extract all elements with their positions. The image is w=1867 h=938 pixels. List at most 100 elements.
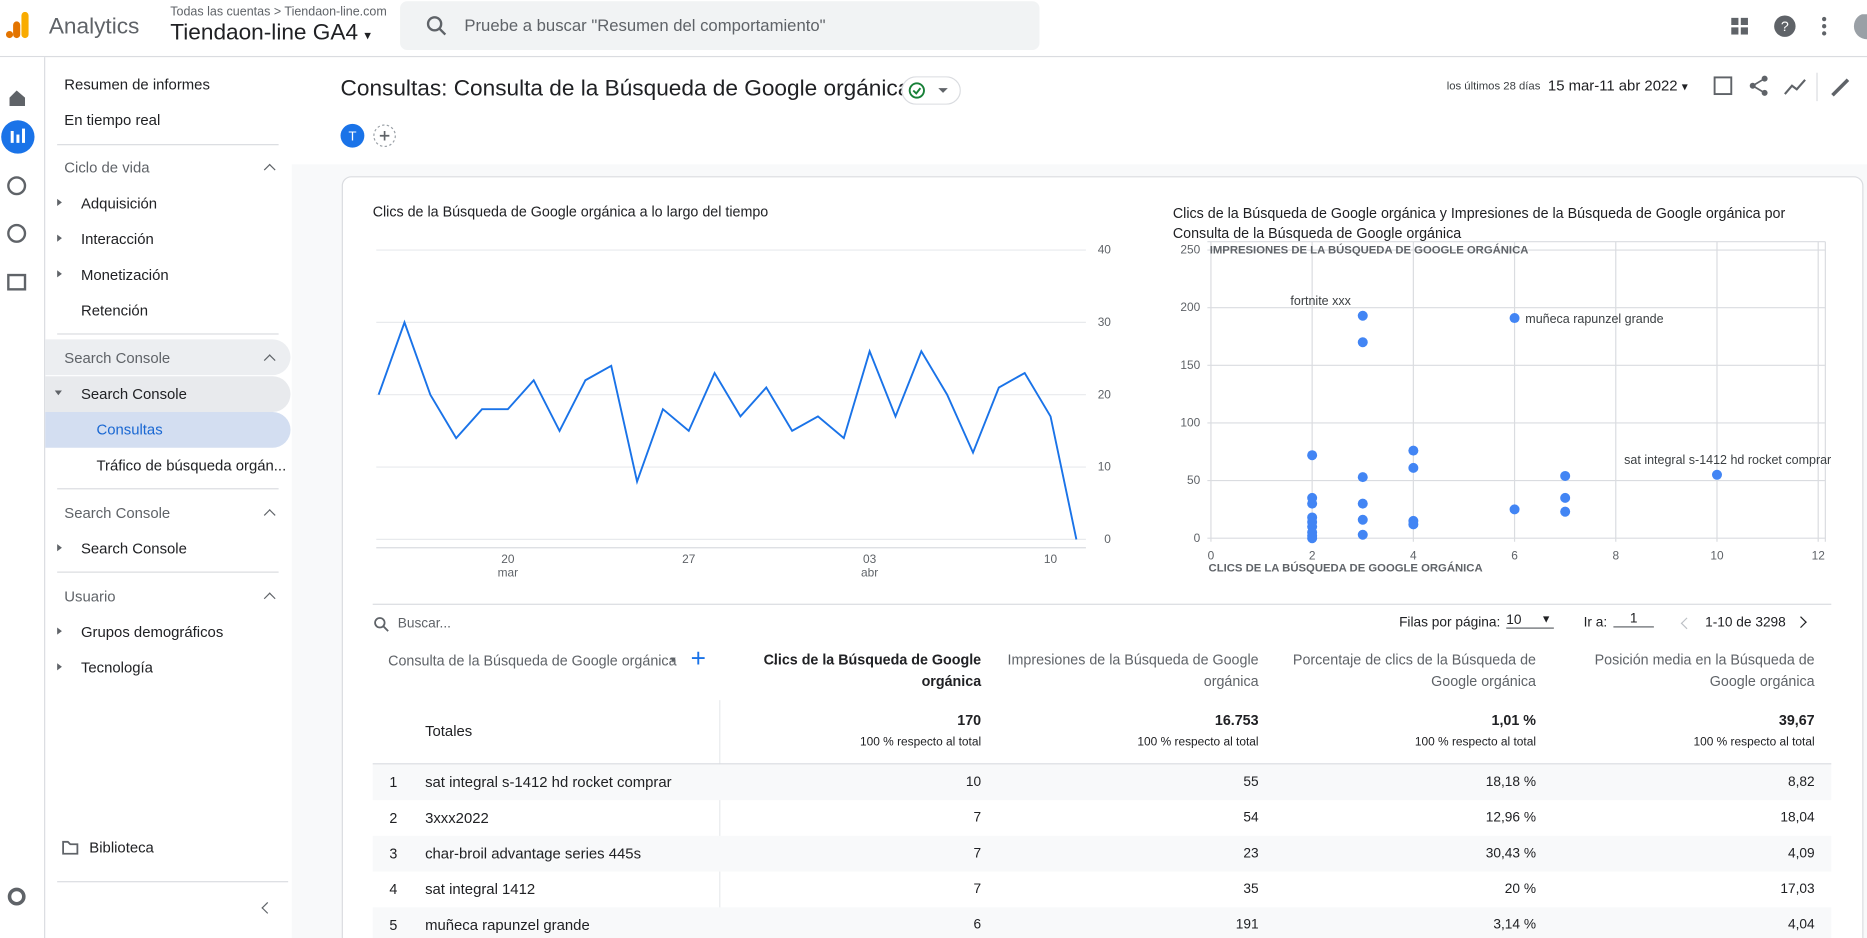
nav-item[interactable]: Resumen de informes [64, 76, 210, 93]
row-value: 18,18 % [1485, 775, 1537, 790]
row-index: 2 [389, 809, 398, 827]
page-range: 1-10 de 3298 [1705, 615, 1786, 630]
table-search[interactable]: Buscar... [397, 616, 451, 632]
row-value: 54 [1243, 810, 1259, 826]
rows-per-page[interactable]: 10 ▼ [1506, 613, 1554, 629]
nav-section[interactable]: Usuario [64, 588, 116, 605]
dim-menu[interactable]: ▾ [670, 653, 676, 666]
scatter-point [1357, 472, 1368, 483]
report-actions[interactable] [1711, 72, 1860, 102]
nav-item[interactable]: Adquisición [80, 195, 158, 212]
nav-item[interactable]: Interacción [80, 230, 154, 248]
expand-icon[interactable] [57, 663, 62, 671]
property-site[interactable]: Tiendaon-line.com [284, 4, 387, 20]
x-tick-label: 10 [1710, 549, 1724, 563]
nav-item[interactable]: Search Console [80, 540, 187, 558]
nav-item[interactable]: Retención [80, 302, 149, 320]
y-axis-title: IMPRESIONES DE LA BÚSQUEDA DE GOOGLE ORG… [1210, 244, 1529, 257]
date-range-text: 15 mar-11 abr 2022 [1547, 77, 1678, 95]
row-bg [372, 764, 1832, 801]
x-tick-label: 20 [501, 552, 515, 566]
row-query[interactable]: 3xxx2022 [425, 809, 489, 827]
column-header[interactable]: Clics de la Búsqueda de Google orgánica [763, 651, 982, 690]
nav-section[interactable]: Search Console [64, 504, 171, 522]
expand-icon[interactable] [57, 544, 62, 552]
app-name: Analytics [48, 14, 140, 40]
nav-section[interactable]: Ciclo de vida [64, 159, 150, 177]
scatter-point [1560, 470, 1571, 481]
total-note: 100 % respecto al total [1693, 735, 1815, 749]
property: Tiendaon-line GA4 [170, 20, 359, 46]
nav-item[interactable]: Grupos demográficos [80, 623, 224, 641]
status-chip[interactable] [901, 76, 961, 105]
y-tick-label: 0 [1194, 531, 1201, 545]
search-placeholder: Pruebe a buscar "Resumen del comportamie… [464, 15, 826, 35]
nav-item[interactable]: Tráfico de búsqueda orgán... [96, 457, 287, 474]
chart-title: Clics de la Búsqueda de Google orgánica … [1172, 204, 1786, 242]
expanded-icon[interactable] [54, 390, 62, 396]
rail-icons[interactable] [0, 57, 44, 914]
y-tick-label: 0 [1104, 532, 1111, 546]
add-dimension[interactable]: + [690, 642, 706, 673]
account[interactable]: Todas las cuentas [170, 4, 271, 20]
column-header[interactable]: Posición media en la Búsqueda de Google … [1594, 651, 1815, 690]
date-range[interactable]: 15 mar-11 abr 2022 ▾ [1547, 77, 1688, 95]
nav-item[interactable]: Tecnología [80, 659, 153, 677]
property-selector[interactable]: Tiendaon-line GA4 ▾ [170, 20, 371, 46]
sort-arrow[interactable]: ↓ [771, 651, 779, 668]
x-month-label: mar [498, 565, 519, 579]
row-value: 191 [1235, 918, 1259, 933]
divider [57, 488, 279, 490]
x-tick-label: 0 [1208, 549, 1215, 563]
column-header[interactable]: Porcentaje de clics de la Búsqueda de Go… [1292, 651, 1537, 690]
y-tick-label: 150 [1180, 358, 1200, 372]
row-query[interactable]: sat integral s-1412 hd rocket comprar [425, 773, 672, 791]
scatter-point [1408, 519, 1419, 530]
scatter-point [1560, 506, 1571, 517]
nav-item[interactable]: Monetización [80, 266, 169, 284]
expand-icon[interactable] [57, 627, 62, 635]
y-tick-label: 200 [1180, 300, 1200, 314]
x-tick-label: 12 [1812, 549, 1826, 563]
library-link[interactable]: Biblioteca [89, 839, 154, 857]
column-divider [719, 700, 721, 938]
goto-input[interactable]: 1 [1613, 612, 1654, 628]
nav-item[interactable]: Search Console [80, 385, 187, 403]
expand-icon[interactable] [57, 198, 62, 206]
top-icons[interactable]: ? [1729, 14, 1867, 40]
row-value: 55 [1243, 775, 1259, 790]
scatter-point [1560, 492, 1571, 503]
column-header[interactable]: Impresiones de la Búsqueda de Google org… [1007, 651, 1259, 690]
scatter-point [1509, 504, 1520, 515]
folder-icon [62, 840, 79, 855]
total-value: 39,67 [1778, 712, 1815, 729]
divider [57, 333, 279, 335]
x-tick-label: 6 [1511, 549, 1518, 563]
row-value: 23 [1243, 846, 1259, 861]
column-header[interactable]: Consulta de la Búsqueda de Google orgáni… [388, 652, 677, 670]
row-value: 18,04 [1780, 810, 1815, 826]
point-label: fortnite xxx [1290, 294, 1351, 308]
svg-text:?: ? [1781, 19, 1789, 35]
nav-section[interactable]: Search Console [64, 350, 171, 367]
rows-per-page-value: 10 [1506, 613, 1522, 628]
line-series [377, 319, 1078, 540]
row-value: 7 [973, 810, 982, 826]
nav-item[interactable]: En tiempo real [64, 111, 161, 129]
search-box[interactable]: Pruebe a buscar "Resumen del comportamie… [400, 1, 1040, 51]
breadcrumb[interactable]: Todas las cuentas > Tiendaon-line.com [170, 4, 387, 20]
expand-icon[interactable] [57, 234, 62, 242]
divider [372, 763, 1832, 765]
row-query[interactable]: muñeca rapunzel grande [425, 916, 590, 934]
expand-icon[interactable] [57, 270, 62, 278]
active-highlight [45, 411, 291, 448]
row-value: 7 [973, 846, 982, 861]
nav-item-active[interactable]: Consultas [96, 421, 163, 439]
y-tick-label: 100 [1180, 416, 1200, 430]
row-query[interactable]: sat integral 1412 [425, 881, 536, 898]
total-note: 100 % respecto al total [1137, 735, 1259, 749]
comparison-bar[interactable]: T [339, 123, 399, 149]
row-query[interactable]: char-broil advantage series 445s [425, 845, 642, 863]
